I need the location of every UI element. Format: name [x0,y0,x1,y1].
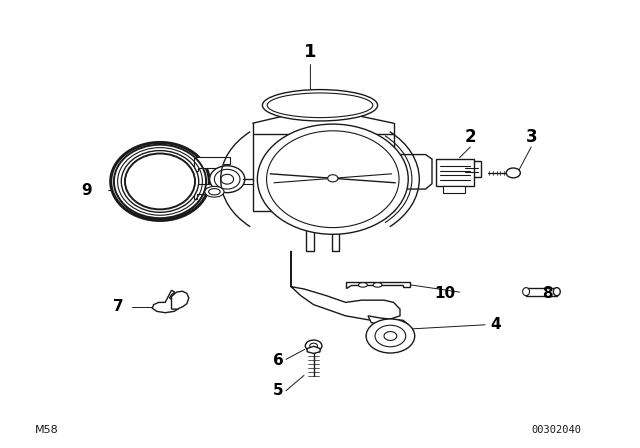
Polygon shape [346,282,410,288]
Bar [462,161,481,177]
Ellipse shape [373,283,382,287]
Ellipse shape [209,189,220,195]
Ellipse shape [122,151,198,212]
Polygon shape [368,316,408,328]
Circle shape [310,343,317,349]
Bar [306,211,314,251]
Ellipse shape [125,154,195,209]
Circle shape [328,175,338,182]
Polygon shape [152,290,179,313]
Polygon shape [291,251,400,320]
Ellipse shape [554,288,560,296]
Ellipse shape [268,93,372,117]
Ellipse shape [257,124,408,234]
Ellipse shape [221,174,234,184]
Text: 10: 10 [434,286,456,301]
Ellipse shape [262,90,378,121]
Text: 7: 7 [113,299,124,314]
Bar [436,159,474,186]
Polygon shape [307,346,320,353]
Text: 8: 8 [542,286,552,301]
Ellipse shape [523,288,529,296]
Text: 00302040: 00302040 [532,425,582,435]
Polygon shape [194,157,230,171]
Ellipse shape [358,283,367,287]
Circle shape [305,340,322,352]
Text: 6: 6 [273,353,284,368]
Polygon shape [172,291,189,309]
Ellipse shape [210,166,244,193]
Text: 2: 2 [465,128,476,146]
Bar [332,211,339,251]
Bar [526,288,557,296]
Text: 5: 5 [273,383,284,398]
Bar [443,186,465,193]
Text: 1: 1 [304,43,317,60]
Circle shape [375,325,406,347]
Text: 9: 9 [81,183,92,198]
Ellipse shape [205,186,224,197]
Ellipse shape [111,142,209,220]
Circle shape [366,319,415,353]
Text: 4: 4 [491,317,501,332]
Circle shape [506,168,520,178]
Text: 3: 3 [525,128,537,146]
Ellipse shape [267,131,399,228]
Ellipse shape [214,169,240,189]
Bar [253,134,394,211]
Circle shape [384,332,397,340]
Polygon shape [194,184,221,199]
Text: M58: M58 [35,425,59,435]
Polygon shape [397,155,432,189]
